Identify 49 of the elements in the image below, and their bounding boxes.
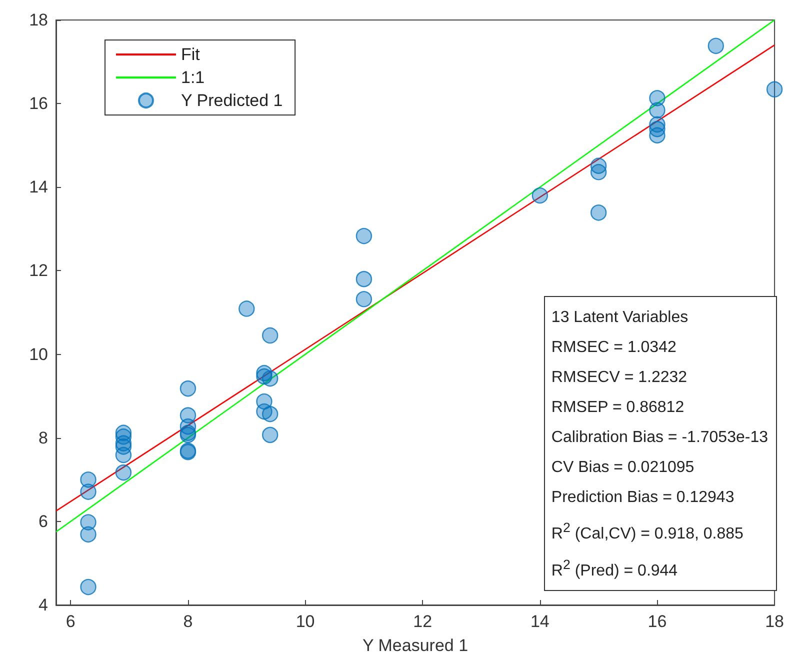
annotation: R$^{2}$ (Pred) = 0.944 xyxy=(551,556,679,581)
point xyxy=(356,291,372,308)
annotation: RMSECV = 1.2232 xyxy=(551,368,688,388)
point xyxy=(238,300,255,317)
point xyxy=(115,446,132,464)
annotation: 13 Latent Variables xyxy=(551,308,690,328)
legend-label: 1:1 xyxy=(181,68,205,87)
x-tick-label: 6 xyxy=(66,612,76,631)
annotation: RMSEP = 0.86812 xyxy=(551,398,686,418)
y-tick-label: 6 xyxy=(38,512,48,531)
point xyxy=(180,380,196,397)
x-tick-label: 8 xyxy=(183,612,193,631)
point xyxy=(356,270,372,288)
y-tick-label: 14 xyxy=(29,178,48,197)
point xyxy=(262,370,278,387)
annotation: CV Bias = 0.021095 xyxy=(551,458,696,478)
annotation: Calibration Bias = -1.7053e-13 xyxy=(551,428,768,448)
point xyxy=(80,578,96,596)
point xyxy=(80,484,96,500)
point xyxy=(80,526,96,542)
x-tick-label: 12 xyxy=(413,612,432,631)
annotation: RMSEC = 1.0342 xyxy=(551,338,678,358)
point xyxy=(262,426,278,444)
point xyxy=(115,464,132,481)
x-tick-label: 16 xyxy=(648,612,667,631)
point xyxy=(649,127,666,144)
x-axis-title: Y Measured 1 xyxy=(362,636,468,655)
point xyxy=(649,102,666,118)
x-tick-label: 10 xyxy=(296,612,315,631)
annotation: R$^{2}$ (Cal,CV) = 0.918, 0.885 xyxy=(551,519,744,545)
point xyxy=(262,406,278,422)
point xyxy=(590,204,607,221)
x-tick-label: 18 xyxy=(765,612,784,631)
y-tick-label: 8 xyxy=(38,428,48,448)
point xyxy=(532,187,548,204)
annotation: Prediction Bias = 0.12943 xyxy=(551,488,736,508)
y-tick-label: 4 xyxy=(38,596,48,614)
point xyxy=(262,327,278,344)
point xyxy=(708,38,724,54)
point xyxy=(590,164,607,180)
point xyxy=(356,228,372,244)
legend-label: Y Predicted 1 xyxy=(181,91,283,110)
y-tick-label: 12 xyxy=(29,261,48,280)
x-tick-label: 14 xyxy=(530,612,550,631)
y-tick-label: 18 xyxy=(29,10,48,30)
legend-label: Fit xyxy=(181,45,200,64)
point xyxy=(766,81,783,98)
y-tick-label: 16 xyxy=(29,94,48,114)
y-tick-label: 10 xyxy=(29,344,48,364)
